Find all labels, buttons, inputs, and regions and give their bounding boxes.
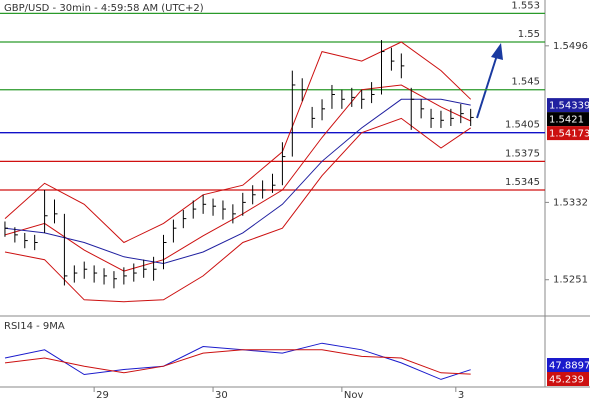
level-label: 1.553 [511,0,540,11]
x-tick-label: 3 [458,390,464,400]
y-tick-label: 1.5496 [553,41,588,52]
rsi-title: RSI14 - 9MA [4,321,65,332]
overlay-line [4,117,471,303]
x-tick-label: 29 [96,390,109,400]
y-tick-label: 1.5251 [553,275,588,286]
level-label: 1.55 [518,29,540,40]
price-tag-label: 1.54339 [549,101,590,112]
price-tag-label: 47.8897 [549,361,590,372]
x-tick-label: 30 [215,390,228,400]
price-tag [547,98,589,113]
price-tag [547,126,589,141]
level-label: 1.5345 [505,177,540,188]
price-tag-label: 45.239 [549,375,584,386]
level-label: 1.5405 [505,120,540,131]
price-tag [547,372,589,386]
chart-title: GBP/USD - 30min - 4:59:58 AM (UTC+2) [4,3,204,14]
price-tag [547,358,589,372]
trend-arrow [476,43,503,119]
price-tag [547,112,589,127]
y-tick-label: 1.5332 [553,197,588,208]
overlay-line [4,41,472,244]
price-tag-label: 1.5421 [549,115,584,126]
overlay-line [4,98,471,265]
price-tag-label: 1.54173 [549,129,590,140]
level-label: 1.5375 [505,148,540,159]
level-label: 1.545 [511,77,540,88]
x-tick-label: Nov [344,390,364,400]
series-line [4,349,471,375]
